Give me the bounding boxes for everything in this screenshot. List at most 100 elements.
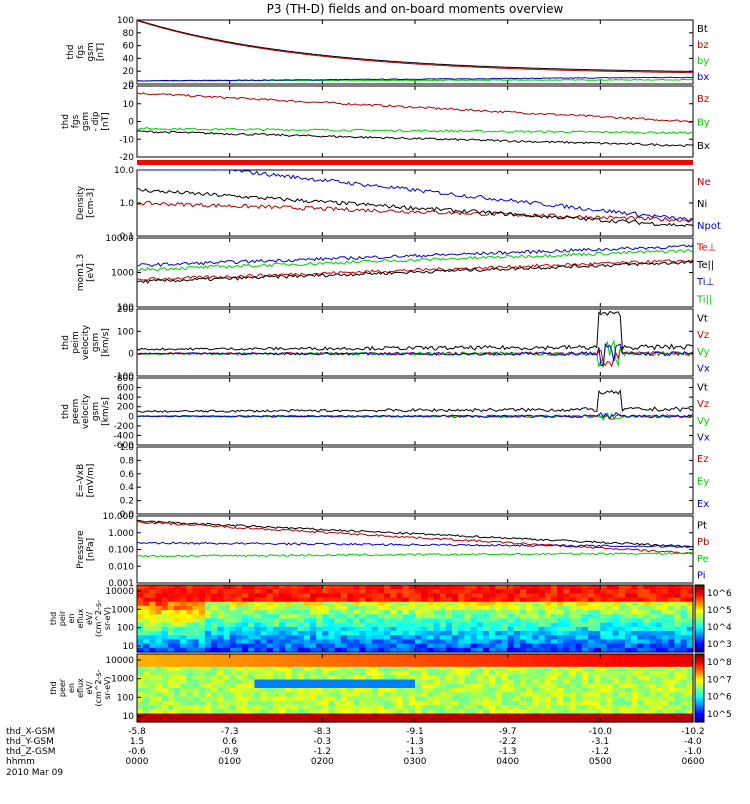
spectrogram-cell — [297, 597, 305, 603]
spectrogram-cell — [501, 631, 509, 636]
spectrogram-cell — [606, 589, 614, 594]
spectrogram-cell — [137, 658, 144, 664]
spectrogram-cell — [575, 666, 583, 672]
spectrogram-cell — [439, 618, 447, 624]
spectrogram-cell — [513, 662, 521, 668]
spectrogram-cell — [322, 635, 330, 641]
spectrogram-cell — [439, 610, 447, 615]
spectrogram-cell — [464, 705, 472, 710]
spectrogram-cell — [415, 671, 422, 676]
spectrogram-cell — [396, 713, 404, 719]
spectrogram-cell — [538, 696, 546, 702]
colorbar-cell — [695, 686, 704, 689]
spectrogram-cell — [377, 717, 385, 723]
spectrogram-cell — [476, 631, 484, 636]
spectrogram-cell — [476, 679, 484, 685]
spectrogram-cell — [192, 654, 200, 659]
spectrogram-cell — [303, 713, 311, 719]
spectrogram-cell — [631, 631, 638, 636]
spectrogram-cell — [223, 622, 231, 628]
spectrogram-cell — [433, 610, 441, 615]
spectrogram-cell — [205, 643, 212, 649]
spectrogram-cell — [143, 631, 150, 636]
spectrogram-cell — [606, 601, 614, 607]
spectrogram-cell — [563, 597, 571, 603]
spectrogram-cell — [316, 654, 323, 659]
spectrogram-cell — [575, 717, 583, 723]
spectrogram-cell — [211, 671, 218, 676]
spectrogram-cell — [328, 662, 336, 668]
spectrogram-cell — [532, 589, 540, 594]
spectrogram-cell — [328, 605, 336, 611]
spectrogram-cell — [575, 713, 583, 719]
spectrogram-cell — [674, 618, 682, 624]
spectrogram-cell — [439, 639, 447, 645]
spectrogram-cell — [322, 639, 330, 645]
spectrogram-cell — [408, 614, 416, 620]
spectrogram-cell — [606, 683, 614, 689]
spectrogram-cell — [242, 589, 249, 594]
spectrogram-cell — [390, 593, 398, 599]
spectrogram-cell — [205, 585, 212, 590]
spectrogram-cell — [347, 610, 354, 615]
spectrogram-cell — [186, 610, 194, 615]
spectrogram-cell — [686, 654, 694, 659]
spectrogram-cell — [668, 593, 676, 599]
spectrogram-cell — [649, 626, 657, 632]
spectrogram-cell — [421, 589, 428, 594]
spectrogram-cell — [637, 618, 645, 624]
spectrogram-cell — [390, 666, 398, 672]
spectrogram-cell — [390, 675, 398, 681]
spectrogram-cell — [569, 601, 577, 607]
spectrogram-cell — [192, 585, 200, 590]
spectrogram-cell — [550, 700, 558, 706]
orbit-value: -1.3 — [406, 747, 424, 757]
spectrogram-cell — [316, 705, 323, 710]
spectrogram-cell — [390, 692, 398, 698]
spectrogram-cell — [581, 692, 589, 698]
spectrogram-cell — [439, 647, 447, 653]
spectrogram-cell — [637, 671, 645, 676]
spectrogram-cell — [532, 717, 540, 723]
spectrogram-cell — [433, 605, 441, 611]
spectrogram-cell — [458, 601, 465, 607]
spectrogram-cell — [581, 647, 589, 653]
spectrogram-cell — [433, 589, 441, 594]
spectrogram-cell — [655, 614, 663, 620]
spectrogram-cell — [390, 622, 398, 628]
spectrogram-cell — [408, 597, 416, 603]
colorbar-cell — [695, 615, 704, 618]
spectrogram-cell — [501, 639, 509, 645]
spectrogram-cell — [476, 610, 484, 615]
spectrogram-cell — [680, 597, 688, 603]
spectrogram-cell — [606, 679, 614, 685]
spectrogram-cell — [353, 585, 360, 590]
spectrogram-cell — [445, 639, 453, 645]
spectrogram-cell — [662, 666, 669, 672]
spectrogram-cell — [285, 671, 293, 676]
colorbar-cell — [695, 696, 704, 699]
spectrogram-cell — [625, 635, 632, 641]
spectrogram-cell — [612, 717, 620, 723]
spectrogram-cell — [526, 605, 533, 611]
spectrogram-cell — [649, 671, 657, 676]
spectrogram-cell — [588, 622, 595, 628]
spectrogram-cell — [137, 622, 144, 628]
spectrogram-cell — [353, 692, 360, 698]
spectrogram-cell — [470, 666, 478, 672]
spectrogram-cell — [439, 601, 447, 607]
spectrogram-cell — [606, 647, 614, 653]
spectrogram-cell — [532, 593, 540, 599]
colorbar-cell — [695, 657, 704, 660]
spectrogram-cell — [180, 622, 187, 628]
spectrogram-cell — [137, 688, 144, 693]
colorbar-cell — [695, 665, 704, 669]
spectrogram-cell — [174, 671, 181, 676]
y-tick-label: -200 — [114, 422, 135, 432]
spectrogram-cell — [532, 671, 540, 676]
spectrogram-cell — [588, 666, 595, 672]
spectrogram-cell — [662, 688, 669, 693]
spectrogram-cell — [143, 618, 150, 624]
spectrogram-cell — [489, 705, 496, 710]
spectrogram-cell — [340, 631, 348, 636]
